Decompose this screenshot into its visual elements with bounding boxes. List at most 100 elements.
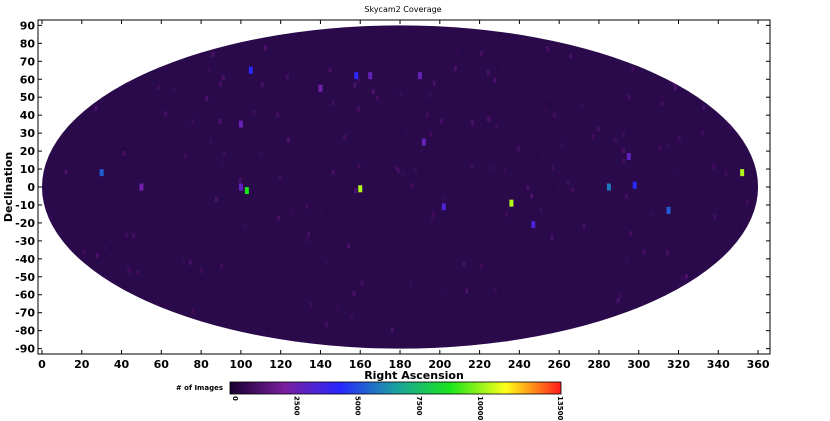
coverage-speckle: [172, 87, 176, 93]
y-tick-label: -30: [15, 235, 35, 248]
coverage-speckle: [278, 175, 282, 181]
coverage-speckle: [660, 94, 664, 100]
coverage-speckle: [141, 109, 145, 115]
coverage-speckle: [350, 314, 354, 320]
coverage-speckle: [371, 88, 375, 94]
coverage-hotspot: [666, 206, 671, 214]
coverage-speckle: [289, 211, 293, 217]
coverage-speckle: [331, 100, 335, 106]
coverage-speckle: [468, 299, 472, 305]
plot-area: [37, 19, 771, 355]
coverage-speckle: [429, 131, 433, 137]
coverage-speckle: [624, 193, 628, 199]
coverage-speckle: [536, 132, 540, 138]
coverage-speckle: [658, 145, 662, 151]
colorbar-ticks: 0 2500 5000 7500 10000 13500: [231, 396, 564, 420]
colorbar-label: # of Images: [176, 384, 223, 392]
y-tick-label: 30: [20, 127, 36, 140]
coverage-speckle: [683, 278, 687, 284]
coverage-speckle: [702, 104, 706, 110]
coverage-speckle: [268, 196, 272, 202]
coverage-speckle: [535, 152, 539, 158]
coverage-speckle: [308, 71, 312, 77]
coverage-speckle: [182, 258, 186, 264]
coverage-speckle: [329, 196, 333, 202]
coverage-speckle: [724, 170, 728, 176]
coverage-speckle: [582, 224, 586, 230]
x-tick-label: 300: [627, 358, 650, 371]
colorbar-tick-label: 10000: [476, 396, 484, 420]
coverage-speckle: [666, 143, 670, 149]
coverage-speckle: [666, 250, 670, 256]
coverage-speckle: [357, 163, 361, 169]
coverage-speckle: [621, 131, 625, 137]
coverage-speckle: [294, 229, 298, 235]
coverage-speckle: [496, 63, 500, 69]
coverage-speckle: [183, 142, 187, 148]
coverage-speckle: [375, 95, 379, 101]
y-axis-ticks: 90 80 70 60 50 40 30 20 10 0 -10 -20 -30 -40 -50 -60 -70…: [15, 19, 770, 356]
coverage-speckle: [211, 52, 215, 58]
coverage-speckle: [479, 263, 483, 269]
coverage-speckle: [374, 327, 378, 333]
coverage-speckle: [560, 142, 564, 148]
colorbar-tick-label: 7500: [415, 396, 423, 416]
coverage-speckle: [661, 131, 665, 137]
y-tick-label: -90: [15, 343, 35, 356]
hotspot-layer: [99, 66, 745, 229]
coverage-speckle: [276, 112, 280, 118]
y-tick-label: 10: [20, 163, 36, 176]
x-tick-label: 20: [74, 358, 90, 371]
coverage-speckle: [325, 260, 329, 266]
y-tick-label: 0: [27, 181, 35, 194]
x-tick-label: 360: [747, 358, 770, 371]
coverage-speckle: [527, 165, 531, 171]
coverage-speckle: [425, 112, 429, 118]
coverage-speckle: [551, 165, 555, 171]
coverage-speckle: [712, 164, 716, 170]
coverage-speckle: [218, 119, 222, 125]
coverage-speckle: [503, 168, 507, 174]
coverage-hotspot: [441, 203, 446, 211]
coverage-speckle: [324, 321, 328, 327]
coverage-speckle: [533, 71, 537, 77]
x-tick-label: 140: [309, 358, 332, 371]
coverage-speckle: [95, 252, 99, 258]
x-tick-label: 280: [587, 358, 610, 371]
coverage-speckle: [629, 231, 633, 237]
coverage-hotspot: [368, 72, 373, 80]
coverage-speckle: [259, 151, 263, 157]
coverage-speckle: [331, 169, 335, 175]
y-tick-label: 80: [20, 37, 36, 50]
coverage-speckle: [127, 269, 131, 275]
coverage-speckle: [390, 327, 394, 333]
coverage-speckle: [713, 214, 717, 220]
coverage-speckle: [49, 214, 53, 220]
coverage-speckle: [513, 298, 517, 304]
coverage-hotspot: [244, 187, 249, 195]
y-axis-label: Declination: [2, 152, 15, 222]
coverage-speckle: [729, 123, 733, 129]
colorbar-tick-label: 2500: [292, 396, 300, 416]
x-tick-label: 80: [193, 358, 209, 371]
coverage-speckle: [443, 196, 447, 202]
coverage-speckle: [265, 326, 269, 332]
coverage-speckle: [673, 85, 677, 91]
coverage-speckle: [614, 92, 618, 98]
coverage-hotspot: [238, 120, 243, 128]
colorbar-tick-label: 5000: [354, 396, 362, 416]
coverage-speckle: [473, 56, 477, 62]
coverage-speckle: [580, 102, 584, 108]
x-tick-label: 60: [154, 358, 170, 371]
coverage-speckle: [445, 132, 449, 138]
coverage-hotspot: [358, 185, 363, 193]
x-tick-label: 180: [389, 358, 412, 371]
coverage-speckle: [701, 130, 705, 136]
y-tick-label: -80: [15, 325, 35, 338]
coverage-speckle: [571, 187, 575, 193]
y-tick-label: 60: [20, 73, 36, 86]
coverage-speckle: [449, 281, 453, 287]
coverage-speckle: [263, 45, 267, 51]
coverage-speckle: [753, 172, 757, 178]
coverage-speckle: [394, 165, 398, 171]
